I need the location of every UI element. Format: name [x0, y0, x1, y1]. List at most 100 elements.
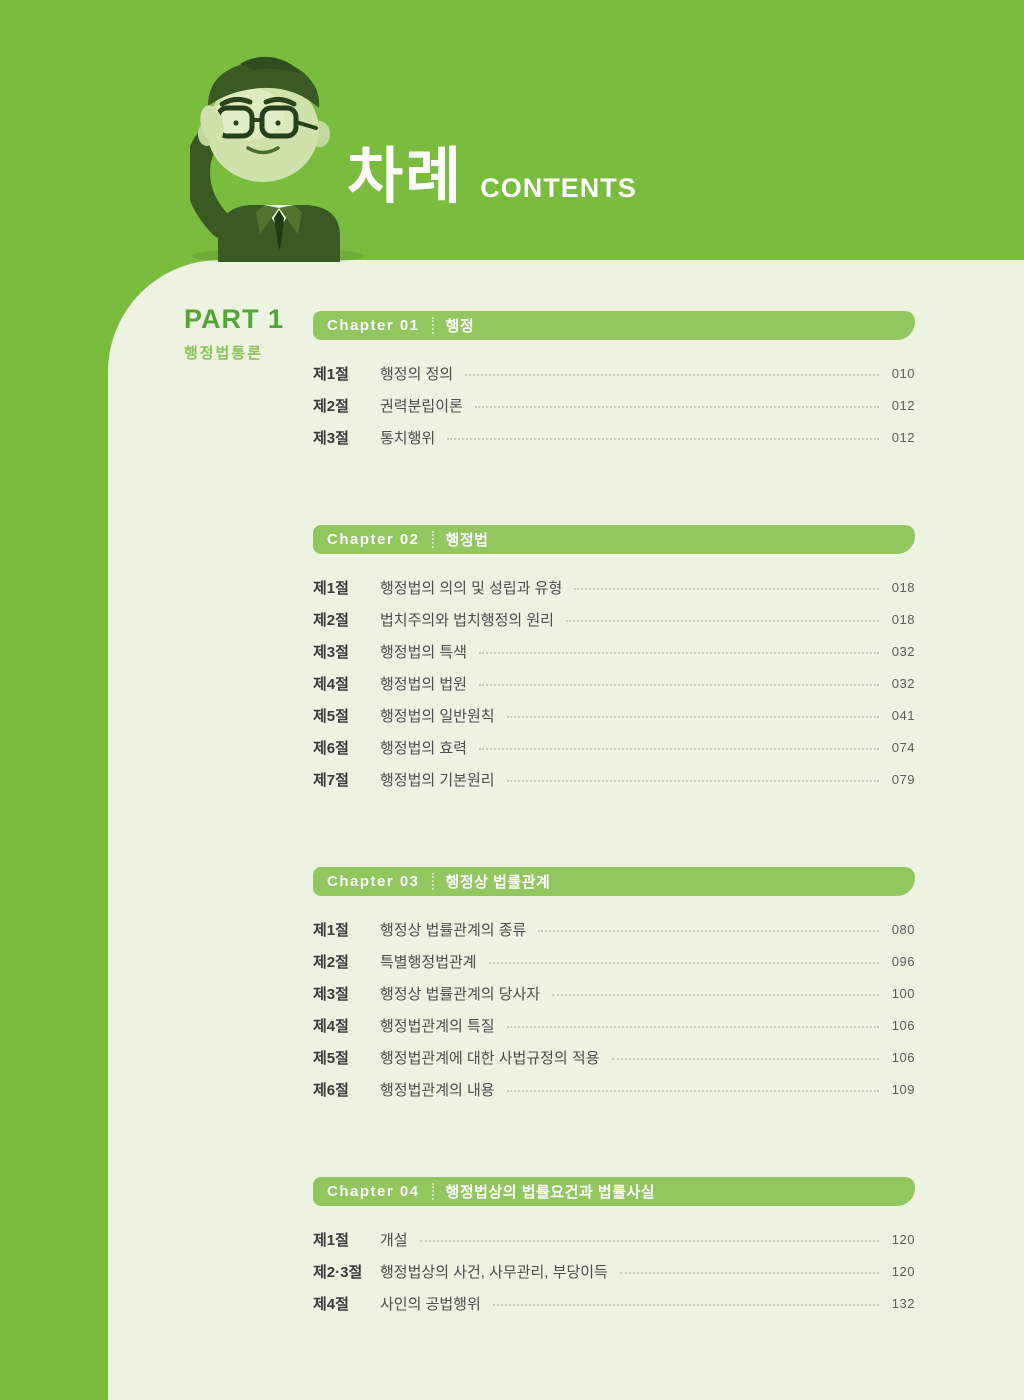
dotted-leader-line — [465, 374, 879, 376]
toc-row: 제1절 개설 120 — [313, 1223, 915, 1255]
dotted-leader-line — [574, 588, 879, 590]
section-number: 제1절 — [313, 1231, 349, 1249]
section-number: 제2·3절 — [313, 1263, 363, 1281]
toc-row: 제4절 행정법의 법원 032 — [313, 667, 915, 699]
chapter-bar-divider-icon — [431, 531, 434, 548]
section-title: 행정의 정의 — [380, 365, 454, 383]
dotted-leader-line — [619, 1272, 879, 1274]
section-title: 행정법의 일반원칙 — [380, 707, 495, 725]
toc-row: 제3절 행정상 법률관계의 당사자 100 — [313, 977, 915, 1009]
dotted-leader-line — [506, 1026, 879, 1028]
chapter-header-bar: Chapter 02 행정법 — [313, 525, 915, 554]
chapter-title-label: 행정상 법률관계 — [445, 874, 551, 891]
toc-row: 제5절 행정법관계에 대한 사법규정의 적용 106 — [313, 1041, 915, 1073]
page-number: 079 — [891, 771, 915, 787]
chapter-bar-divider-icon — [431, 317, 434, 334]
toc-row: 제2절 법치주의와 법치행정의 원리 018 — [313, 603, 915, 635]
section-title: 행정법의 의의 및 성립과 유형 — [380, 579, 563, 597]
toc-row: 제6절 행정법의 효력 074 — [313, 731, 915, 763]
section-number: 제7절 — [313, 771, 349, 789]
section-title: 행정법의 특색 — [380, 643, 467, 661]
section-title: 행정법관계에 대한 사법규정의 적용 — [380, 1049, 600, 1067]
chapter-number-label: Chapter 02 — [327, 531, 420, 548]
mascot-lapel — [256, 205, 279, 234]
toc-row: 제3절 행정법의 특색 032 — [313, 635, 915, 667]
page-title-english: CONTENTS — [480, 173, 637, 203]
chapter-number-label: Chapter 04 — [327, 1183, 420, 1200]
dotted-leader-line — [478, 652, 879, 654]
section-title: 법치주의와 법치행정의 원리 — [380, 611, 554, 629]
mascot-eye — [275, 120, 281, 126]
page-number: 106 — [891, 1017, 915, 1033]
mascot-hair — [208, 60, 320, 108]
mascot-eyebrow — [263, 96, 297, 107]
section-number: 제4절 — [313, 1295, 349, 1313]
page-number: 132 — [891, 1295, 915, 1311]
toc-row: 제6절 행정법관계의 내용 109 — [313, 1073, 915, 1105]
section-title: 통치행위 — [380, 429, 436, 447]
section-title: 행정법관계의 특질 — [380, 1017, 495, 1035]
mascot-hand — [200, 105, 224, 143]
mascot-hair-swoosh — [240, 56, 300, 74]
chapter-list: Chapter 01 행정 제1절 행정의 정의 010 제2절 권력분립이론 012 제3절 통… — [313, 311, 915, 1391]
page-number: 012 — [891, 429, 915, 445]
dotted-leader-line — [478, 748, 879, 750]
chapter-block: Chapter 01 행정 제1절 행정의 정의 010 제2절 권력분립이론 012 제3절 통… — [313, 311, 915, 453]
toc-row: 제3절 통치행위 012 — [313, 421, 915, 453]
page-number: 106 — [891, 1049, 915, 1065]
section-number: 제2절 — [313, 953, 349, 971]
mascot-eye — [233, 120, 239, 126]
toc-row: 제1절 행정상 법률관계의 종류 080 — [313, 913, 915, 945]
page-number: 010 — [891, 365, 915, 381]
section-number: 제2절 — [313, 611, 349, 629]
section-title: 특별행정법관계 — [380, 953, 477, 971]
chapter-number-label: Chapter 03 — [327, 873, 420, 890]
dotted-leader-line — [474, 406, 879, 408]
chapter-title-label: 행정법상의 법률요건과 법률사실 — [445, 1184, 656, 1201]
page-number: 080 — [891, 921, 915, 937]
dotted-leader-line — [492, 1304, 879, 1306]
page-number: 100 — [891, 985, 915, 1001]
section-number: 제4절 — [313, 1017, 349, 1035]
section-number: 제2절 — [313, 397, 349, 415]
chapter-title-label: 행정 — [445, 318, 475, 335]
part-number-label: PART 1 — [184, 304, 285, 334]
toc-row: 제2절 권력분립이론 012 — [313, 389, 915, 421]
section-number: 제6절 — [313, 739, 349, 757]
section-number: 제1절 — [313, 921, 349, 939]
toc-row: 제7절 행정법의 기본원리 079 — [313, 763, 915, 795]
toc-row: 제5절 행정법의 일반원칙 041 — [313, 699, 915, 731]
glasses-temple — [294, 120, 318, 130]
section-title: 행정법관계의 내용 — [380, 1081, 495, 1099]
page-number: 120 — [891, 1231, 915, 1247]
toc-row: 제1절 행정의 정의 010 — [313, 357, 915, 389]
section-title: 권력분립이론 — [380, 397, 463, 415]
section-number: 제1절 — [313, 365, 349, 383]
part-title-label: 행정법통론 — [184, 344, 264, 362]
toc-row: 제4절 사인의 공법행위 132 — [313, 1287, 915, 1319]
page-number: 109 — [891, 1081, 915, 1097]
page-number: 032 — [891, 643, 915, 659]
saluting-businessman-icon — [190, 56, 364, 262]
section-title: 행정법의 효력 — [380, 739, 467, 757]
page-title-korean: 차례 — [347, 142, 464, 210]
dotted-leader-line — [538, 930, 879, 932]
dotted-leader-line — [506, 780, 879, 782]
dotted-leader-line — [565, 620, 879, 622]
page-number: 074 — [891, 739, 915, 755]
toc-row: 제1절 행정법의 의의 및 성립과 유형 018 — [313, 571, 915, 603]
section-number: 제6절 — [313, 1081, 349, 1099]
section-number: 제5절 — [313, 707, 349, 725]
dotted-leader-line — [419, 1240, 879, 1242]
dotted-leader-line — [552, 994, 879, 996]
dotted-leader-line — [611, 1058, 879, 1060]
dotted-leader-line — [506, 716, 879, 718]
chapter-bar-divider-icon — [431, 873, 434, 890]
section-number: 제5절 — [313, 1049, 349, 1067]
page-title: 차례 CONTENTS — [347, 146, 637, 207]
dotted-leader-line — [488, 962, 879, 964]
page-number: 032 — [891, 675, 915, 691]
